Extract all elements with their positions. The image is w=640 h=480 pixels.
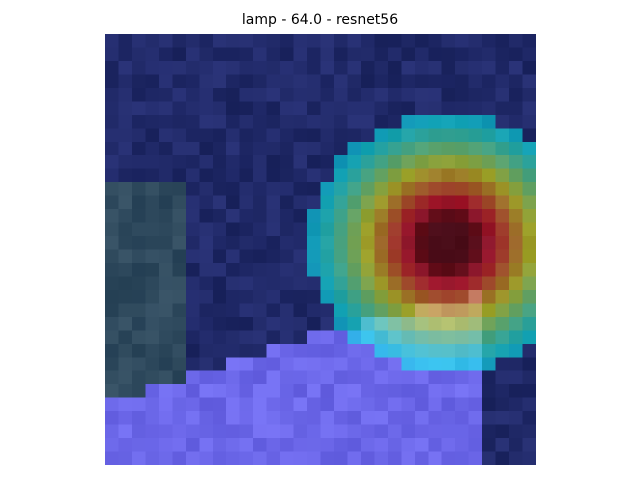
gradcam-heatmap-image [105, 34, 536, 465]
figure-title: lamp - 64.0 - resnet56 [241, 12, 399, 28]
